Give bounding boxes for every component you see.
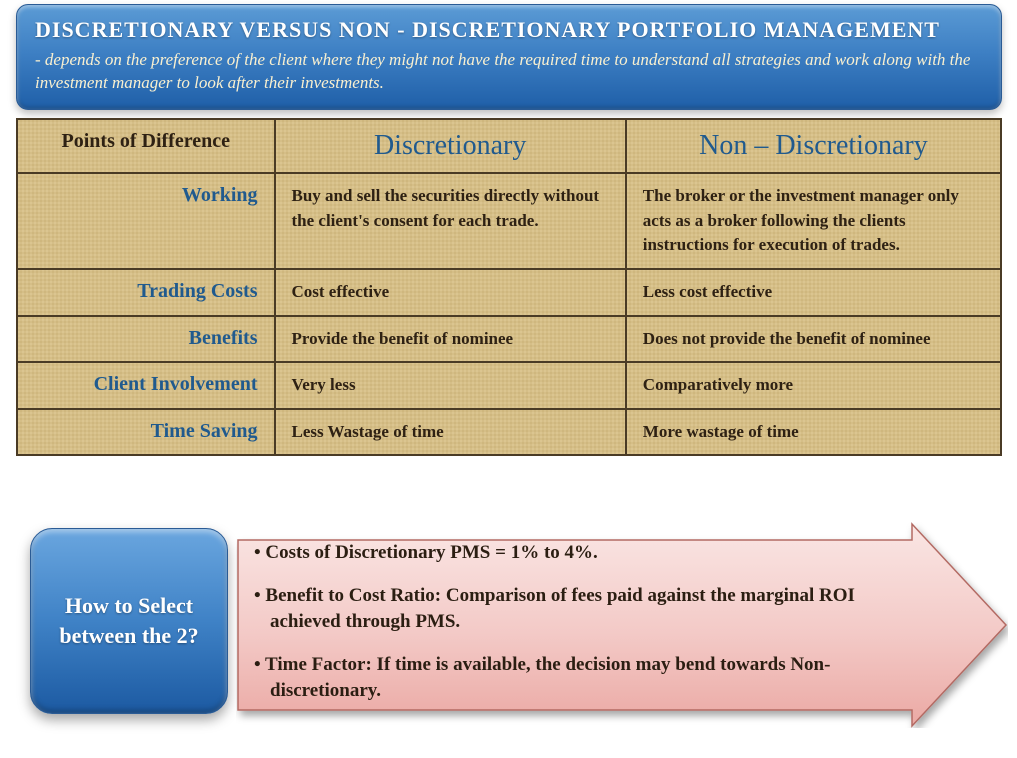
cell-discretionary: Buy and sell the securities directly wit… [275, 173, 626, 269]
row-label: Benefits [17, 316, 275, 363]
row-label: Trading Costs [17, 269, 275, 316]
cell-discretionary: Provide the benefit of nominee [275, 316, 626, 363]
cell-nondiscretionary: Does not provide the benefit of nominee [626, 316, 1001, 363]
selection-factors-arrow: • Costs of Discretionary PMS = 1% to 4%.… [236, 522, 1008, 728]
arrow-bullets: • Costs of Discretionary PMS = 1% to 4%.… [254, 540, 894, 710]
header-banner: DISCRETIONARY VERSUS NON - DISCRETIONARY… [16, 4, 1002, 110]
cell-nondiscretionary: The broker or the investment manager onl… [626, 173, 1001, 269]
cell-nondiscretionary: Less cost effective [626, 269, 1001, 316]
row-label: Client Involvement [17, 362, 275, 409]
col-header-nondiscretionary: Non – Discretionary [626, 119, 1001, 173]
cell-nondiscretionary: Comparatively more [626, 362, 1001, 409]
how-to-select-callout: How to Select between the 2? [30, 528, 228, 714]
comparison-table: Points of Difference Discretionary Non –… [16, 118, 1002, 456]
header-title: DISCRETIONARY VERSUS NON - DISCRETIONARY… [35, 17, 983, 43]
col-header-discretionary: Discretionary [275, 119, 626, 173]
table-row: Time Saving Less Wastage of time More wa… [17, 409, 1001, 456]
cell-discretionary: Less Wastage of time [275, 409, 626, 456]
row-label: Time Saving [17, 409, 275, 456]
cell-discretionary: Cost effective [275, 269, 626, 316]
how-to-select-text: How to Select between the 2? [43, 591, 215, 650]
row-label: Working [17, 173, 275, 269]
col-header-points: Points of Difference [17, 119, 275, 173]
bullet-item: • Costs of Discretionary PMS = 1% to 4%. [254, 540, 894, 567]
table-row: Client Involvement Very less Comparative… [17, 362, 1001, 409]
table-row: Benefits Provide the benefit of nominee … [17, 316, 1001, 363]
cell-nondiscretionary: More wastage of time [626, 409, 1001, 456]
bullet-item: • Time Factor: If time is available, the… [254, 652, 894, 705]
table-row: Working Buy and sell the securities dire… [17, 173, 1001, 269]
table-row: Trading Costs Cost effective Less cost e… [17, 269, 1001, 316]
bullet-item: • Benefit to Cost Ratio: Comparison of f… [254, 583, 894, 636]
table-header-row: Points of Difference Discretionary Non –… [17, 119, 1001, 173]
cell-discretionary: Very less [275, 362, 626, 409]
header-subtitle: - depends on the preference of the clien… [35, 49, 983, 95]
